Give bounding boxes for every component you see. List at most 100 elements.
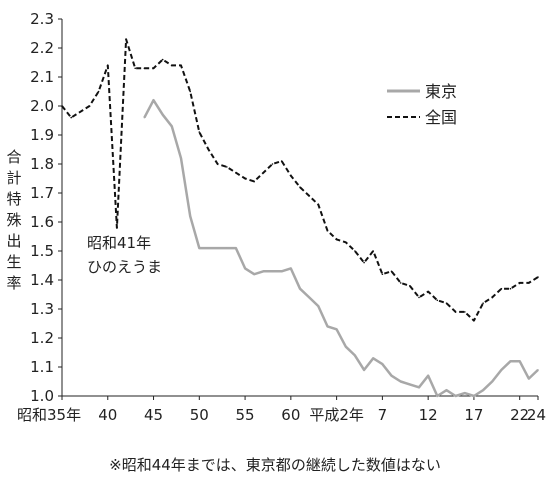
data-point <box>116 227 118 229</box>
x-tick-label: 24 <box>527 406 546 424</box>
data-point <box>454 395 457 397</box>
data-point <box>454 311 457 313</box>
series-tokyo <box>143 98 539 398</box>
data-point <box>290 267 292 270</box>
data-point <box>271 163 274 165</box>
data-point <box>427 290 430 293</box>
data-point <box>262 171 265 174</box>
data-point <box>290 174 292 177</box>
data-point <box>79 111 82 113</box>
y-tick-label: 1.9 <box>30 126 54 144</box>
data-point <box>491 380 494 383</box>
data-point <box>427 374 430 377</box>
data-point <box>335 328 338 331</box>
data-point <box>226 247 228 249</box>
data-point <box>500 369 503 371</box>
data-point <box>509 360 512 363</box>
y-tick-label: 1.2 <box>30 329 54 347</box>
y-axis-label-char: 特 <box>6 190 21 208</box>
data-point <box>189 215 191 217</box>
y-axis-ticks: 1.0 1.1 1.2 1.3 1.4 1.5 1.6 1.7 1.8 1.9 2.0 2.1 2.2 2… <box>30 10 62 405</box>
data-point <box>390 374 393 377</box>
data-point <box>528 377 530 380</box>
data-point <box>152 67 155 70</box>
data-point <box>335 238 338 241</box>
data-point <box>198 247 201 249</box>
data-point <box>143 116 146 119</box>
y-tick-label: 1.1 <box>30 358 54 376</box>
series-line <box>143 98 539 398</box>
y-axis-label-char: 率 <box>6 274 21 292</box>
y-tick-label: 1.5 <box>30 242 54 260</box>
data-point <box>198 131 201 133</box>
data-point <box>326 229 329 232</box>
data-point <box>345 241 347 244</box>
data-point <box>161 58 164 61</box>
data-point <box>445 389 448 392</box>
data-point <box>436 299 439 302</box>
data-point <box>354 354 356 357</box>
data-point <box>390 270 393 273</box>
data-point <box>88 105 91 107</box>
data-point <box>161 113 164 116</box>
data-point <box>482 389 484 392</box>
data-point <box>308 195 311 197</box>
y-axis-label-char: 生 <box>6 253 21 271</box>
data-point <box>509 287 512 290</box>
y-tick-label: 1.7 <box>30 184 54 202</box>
data-point <box>280 160 283 162</box>
data-point <box>235 247 237 249</box>
data-point <box>363 261 365 264</box>
annotation-line-2: ひのえうま <box>87 258 162 276</box>
data-point <box>262 270 265 273</box>
x-tick-label: 45 <box>144 406 163 424</box>
data-point <box>418 386 420 389</box>
data-point <box>253 273 255 276</box>
data-point <box>97 90 100 93</box>
legend-label-tokyo: 東京 <box>425 82 457 101</box>
data-point <box>399 380 402 383</box>
data-point <box>107 64 109 67</box>
data-point <box>70 116 72 119</box>
x-tick-label: 17 <box>464 406 483 424</box>
y-axis-label-char: 合 <box>6 148 21 166</box>
data-point <box>143 67 146 70</box>
data-point <box>216 247 219 249</box>
data-point <box>253 180 255 183</box>
y-axis-label-char: 計 <box>6 169 21 187</box>
y-axis-label-char: 出 <box>6 232 21 250</box>
axes <box>61 19 538 397</box>
x-tick-label: 50 <box>190 406 209 424</box>
data-point <box>235 171 237 174</box>
data-point <box>500 287 503 290</box>
footnote: ※昭和44年までは、東京都の継続した数値はない <box>109 456 441 474</box>
data-point <box>363 369 365 371</box>
data-point <box>244 267 246 270</box>
y-tick-label: 1.4 <box>30 271 54 289</box>
data-point <box>326 325 329 328</box>
data-point <box>381 273 384 276</box>
data-point <box>518 282 521 284</box>
data-point <box>171 125 173 128</box>
x-tick-label: 22 <box>510 406 529 424</box>
data-point <box>482 302 484 305</box>
legend-label-national: 全国 <box>425 108 457 127</box>
data-point <box>528 282 530 284</box>
series-national <box>61 38 539 322</box>
data-point <box>491 296 494 299</box>
data-point <box>518 360 521 363</box>
data-point <box>207 247 210 249</box>
data-point <box>473 319 475 322</box>
data-point <box>418 296 420 299</box>
data-point <box>180 157 182 159</box>
data-point <box>317 305 320 307</box>
y-tick-label: 2.2 <box>30 39 54 57</box>
data-point <box>372 250 375 252</box>
data-point <box>134 67 136 70</box>
y-axis-label-char: 殊 <box>6 211 21 229</box>
data-point <box>354 250 356 252</box>
